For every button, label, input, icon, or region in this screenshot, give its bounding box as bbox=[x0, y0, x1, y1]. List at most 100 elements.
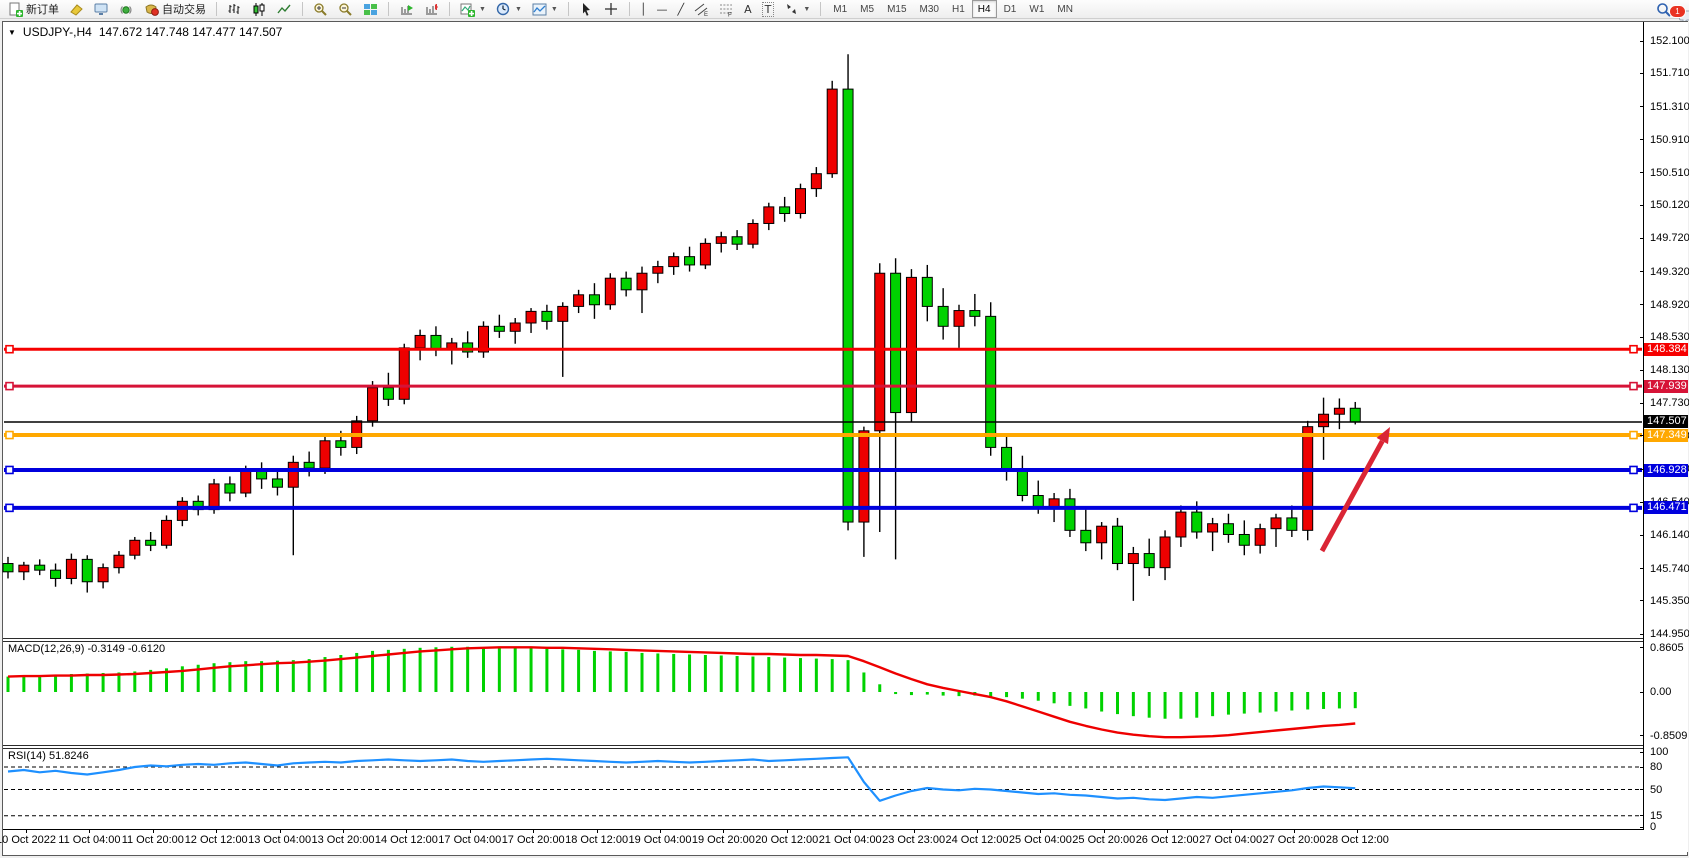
bar-chart-button[interactable] bbox=[223, 0, 246, 19]
timeframe-button-m30[interactable]: M30 bbox=[919, 3, 939, 15]
candle-body bbox=[176, 500, 188, 521]
candle bbox=[652, 260, 664, 284]
trend-arrow-head[interactable] bbox=[1376, 427, 1390, 445]
autotrade-button[interactable]: 自动交易 bbox=[140, 0, 210, 19]
timeframe-button-m15[interactable]: M15 bbox=[887, 3, 907, 15]
eraser-button[interactable] bbox=[65, 0, 88, 19]
line-anchor-marker[interactable] bbox=[1629, 503, 1638, 513]
horizontal-line-148.384[interactable] bbox=[4, 344, 1642, 354]
macd-signal-line bbox=[7, 646, 1356, 739]
arrows-tool-button[interactable]: ▼ bbox=[780, 0, 814, 19]
chart-dropdown-icon[interactable]: ▼ bbox=[8, 27, 16, 37]
new-order-button[interactable]: 新订单 bbox=[4, 0, 63, 19]
candle bbox=[303, 451, 315, 477]
price-tick-mark bbox=[1640, 501, 1644, 503]
rsi-tick-label: 50 bbox=[1650, 783, 1663, 796]
timeframe-button-w1[interactable]: W1 bbox=[1029, 3, 1045, 15]
line-anchor-marker[interactable] bbox=[1629, 344, 1638, 354]
signal-button[interactable] bbox=[115, 0, 138, 19]
timeframe-button-d1[interactable]: D1 bbox=[1003, 3, 1017, 15]
line-anchor-marker[interactable] bbox=[1629, 430, 1638, 440]
dropdown-caret: ▼ bbox=[550, 5, 558, 13]
price-axis[interactable]: 152.100 151.710 151.310 150.910 150.510 150.1… bbox=[1640, 22, 1689, 852]
zoom-in-button[interactable] bbox=[309, 0, 332, 19]
candle-body bbox=[1064, 498, 1076, 531]
candle-body bbox=[509, 322, 521, 332]
timeframe-button-m5[interactable]: M5 bbox=[860, 3, 875, 15]
line-anchor-marker[interactable] bbox=[5, 381, 14, 391]
candle-body bbox=[684, 256, 696, 266]
timeframe-button-mn[interactable]: MN bbox=[1057, 3, 1073, 15]
auto-scroll-button[interactable] bbox=[395, 0, 418, 19]
candle-body bbox=[668, 256, 680, 268]
rsi-indicator-label: RSI(14) 51.8246 bbox=[8, 750, 89, 762]
line-anchor-marker[interactable] bbox=[5, 503, 14, 513]
candle-body bbox=[240, 470, 252, 494]
candle bbox=[969, 293, 981, 327]
line-chart-button[interactable] bbox=[273, 0, 296, 19]
candle-body bbox=[573, 294, 585, 307]
macd-tick-mark bbox=[1640, 735, 1644, 737]
dropdown-caret: ▼ bbox=[479, 5, 486, 13]
zoom-out-button[interactable] bbox=[334, 0, 357, 19]
channel-tool-button[interactable]: E bbox=[690, 0, 713, 19]
candle-body bbox=[1112, 525, 1123, 565]
pane-separator[interactable] bbox=[3, 745, 1686, 746]
time-tick-mark bbox=[469, 829, 471, 833]
horizontal-line-147.349[interactable] bbox=[4, 430, 1642, 440]
price-tick-label: 145.350 bbox=[1650, 594, 1689, 607]
rsi-tick-mark bbox=[1640, 789, 1644, 790]
crosshair-tool-button[interactable] bbox=[600, 0, 623, 19]
candle-body bbox=[747, 222, 759, 245]
text-tool-button[interactable]: A bbox=[740, 0, 756, 19]
fibonacci-tool-button[interactable]: F bbox=[715, 0, 738, 19]
timeframe-button-m1[interactable]: M1 bbox=[833, 3, 848, 15]
horizontal-line-146.471[interactable] bbox=[4, 503, 1642, 513]
toolbar-separator bbox=[388, 2, 389, 16]
line-anchor-marker[interactable] bbox=[5, 465, 14, 475]
add-indicator-button[interactable]: ▼ bbox=[456, 0, 490, 19]
rsi-pane[interactable] bbox=[4, 748, 1642, 829]
new-chart-button[interactable] bbox=[90, 0, 113, 19]
timeframe-button-h1[interactable]: H1 bbox=[951, 3, 965, 15]
macd-pane[interactable] bbox=[4, 641, 1642, 744]
chart-shift-button[interactable] bbox=[420, 0, 443, 19]
line-anchor-marker[interactable] bbox=[1629, 381, 1638, 391]
candle-chart-button[interactable] bbox=[248, 0, 271, 19]
cursor-tool-button[interactable] bbox=[575, 0, 598, 19]
timeframe-button-h4[interactable]: H4 bbox=[971, 0, 997, 18]
candle-body bbox=[921, 276, 933, 307]
time-tick-mark bbox=[850, 829, 852, 833]
template-button[interactable]: ▼ bbox=[528, 0, 562, 19]
macd-tick-label: -0.8509 bbox=[1650, 729, 1688, 742]
period-button[interactable]: ▼ bbox=[492, 0, 526, 19]
pane-separator[interactable] bbox=[3, 638, 1686, 639]
time-tick-label: 25 Oct 20:00 bbox=[1072, 834, 1136, 846]
price-line-badge: 147.939 bbox=[1644, 379, 1688, 393]
trendline-tool-button[interactable]: ╱ bbox=[673, 0, 688, 19]
price-tick-label: 149.720 bbox=[1650, 232, 1689, 245]
candle bbox=[65, 553, 77, 585]
candle-body bbox=[985, 315, 997, 448]
horizontal-line-147.939[interactable] bbox=[4, 381, 1642, 391]
candle bbox=[1238, 520, 1250, 556]
price-line-badge: 147.507 bbox=[1644, 415, 1688, 429]
candle bbox=[192, 495, 204, 516]
price-tick-label: 148.530 bbox=[1650, 331, 1689, 344]
vline-tool-button[interactable]: │ bbox=[636, 0, 651, 19]
line-anchor-marker[interactable] bbox=[5, 344, 14, 354]
hline-tool-button[interactable]: — bbox=[652, 0, 671, 19]
trend-arrow-shaft[interactable] bbox=[1319, 439, 1385, 553]
tile-windows-button[interactable] bbox=[359, 0, 382, 19]
line-anchor-marker[interactable] bbox=[5, 430, 14, 440]
main-price-chart[interactable] bbox=[2, 23, 1642, 637]
candle-body bbox=[1286, 517, 1298, 531]
line-anchor-marker[interactable] bbox=[1629, 465, 1638, 475]
candle-body bbox=[731, 236, 743, 245]
trend-arrow[interactable] bbox=[1319, 427, 1390, 553]
label-tool-button[interactable]: T bbox=[758, 0, 779, 19]
candle bbox=[874, 263, 886, 533]
monitor-icon bbox=[94, 2, 109, 17]
price-tick-mark bbox=[1640, 369, 1644, 371]
price-tick-label: 149.320 bbox=[1650, 265, 1689, 278]
